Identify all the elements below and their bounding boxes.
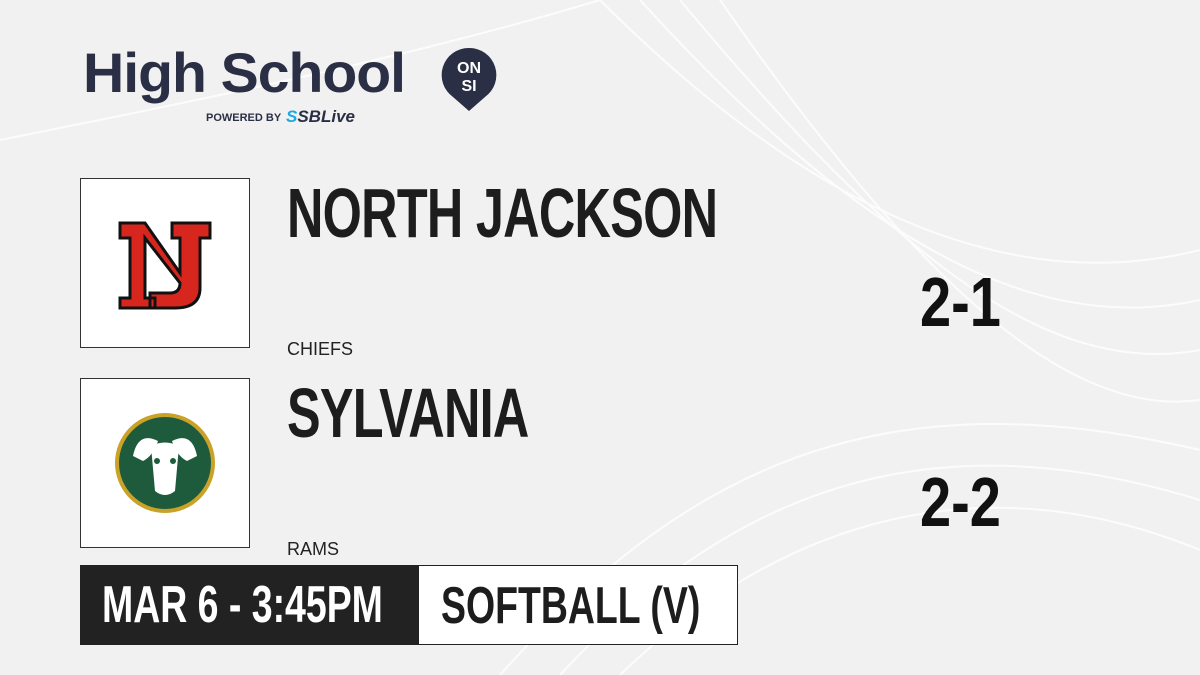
team-name-away: SYLVANIA <box>287 374 529 452</box>
game-sport: SOFTBALL (V) <box>441 577 701 635</box>
team-logo-north-jackson <box>80 178 250 348</box>
on-si-pin-logo: ON SI <box>441 47 497 111</box>
svg-text:SI: SI <box>461 78 476 95</box>
team-name-home: NORTH JACKSON <box>287 174 718 252</box>
ram-icon <box>115 413 215 513</box>
nj-logo-icon <box>118 221 212 310</box>
team-record-home: 2-1 <box>920 263 1001 341</box>
game-datetime: MAR 6 - 3:45PM <box>102 576 383 634</box>
team-logo-sylvania <box>80 378 250 548</box>
game-sport-panel: SOFTBALL (V) <box>418 565 738 645</box>
team-mascot-home: CHIEFS <box>287 339 354 359</box>
team-record-away: 2-2 <box>920 463 1001 541</box>
svg-text:ON: ON <box>457 60 481 77</box>
team-mascot-away: RAMS <box>287 539 340 559</box>
game-datetime-panel: MAR 6 - 3:45PM <box>80 565 419 645</box>
brand-title: High School <box>83 41 406 104</box>
powered-by-label: POWERED BY <box>206 112 282 124</box>
sblive-logo: SSBLive <box>286 107 355 126</box>
